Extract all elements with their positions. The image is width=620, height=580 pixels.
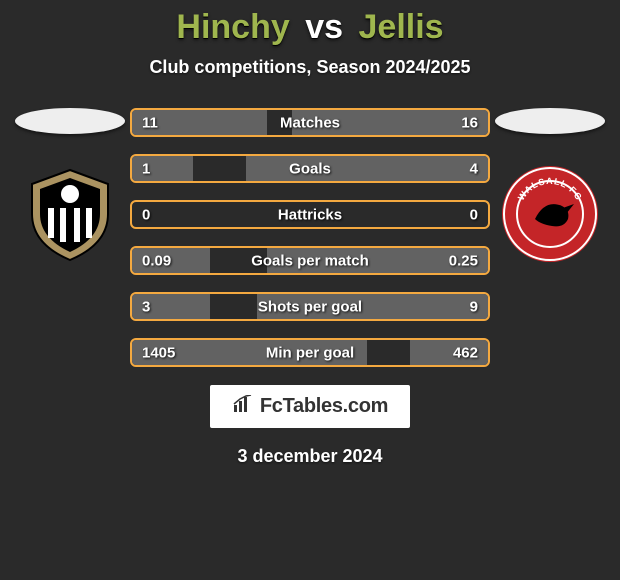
stat-value-right: 0.25 (449, 252, 478, 269)
stat-value-right: 16 (461, 114, 478, 131)
brand-footer: FcTables.com (210, 385, 410, 428)
player1-flag-oval (15, 108, 125, 134)
stat-value-left: 3 (142, 298, 150, 315)
player1-name: Hinchy (176, 8, 289, 46)
stat-row-matches: 11 16 Matches (130, 108, 490, 137)
stat-row-shots-per-goal: 3 9 Shots per goal (130, 292, 490, 321)
left-side (10, 108, 130, 264)
stat-label: Matches (280, 114, 340, 131)
stat-row-goals: 1 4 Goals (130, 154, 490, 183)
stat-row-goals-per-match: 0.09 0.25 Goals per match (130, 246, 490, 275)
stat-label: Goals (289, 160, 331, 177)
right-side: WALSALL FC (490, 108, 610, 264)
stat-value-left: 0.09 (142, 252, 171, 269)
player2-name: Jellis (359, 8, 444, 46)
stat-row-min-per-goal: 1405 462 Min per goal (130, 338, 490, 367)
stat-value-right: 4 (470, 160, 478, 177)
comparison-title: Hinchy vs Jellis (176, 8, 443, 47)
brand-text: FcTables.com (260, 395, 388, 418)
chart-icon (232, 395, 254, 418)
player2-club-badge: WALSALL FC (500, 164, 600, 264)
stat-fill-right (246, 156, 488, 181)
stat-value-right: 0 (470, 206, 478, 223)
stat-bars: 11 16 Matches 1 4 Goals 0 0 Hattricks 0.09 0.25 Goa… (130, 108, 490, 367)
stat-value-left: 0 (142, 206, 150, 223)
stat-label: Shots per goal (258, 298, 362, 315)
comparison-row: 11 16 Matches 1 4 Goals 0 0 Hattricks 0.09 0.25 Goa… (0, 108, 620, 367)
stat-value-right: 462 (453, 344, 478, 361)
subtitle: Club competitions, Season 2024/2025 (149, 57, 470, 78)
date-text: 3 december 2024 (237, 446, 382, 467)
stat-row-hattricks: 0 0 Hattricks (130, 200, 490, 229)
player1-club-badge (20, 164, 120, 264)
stat-label: Min per goal (266, 344, 354, 361)
stat-value-left: 1 (142, 160, 150, 177)
player2-flag-oval (495, 108, 605, 134)
stat-value-right: 9 (470, 298, 478, 315)
stat-value-left: 1405 (142, 344, 175, 361)
vs-text: vs (305, 8, 343, 46)
stat-label: Goals per match (251, 252, 369, 269)
stat-label: Hattricks (278, 206, 342, 223)
stat-value-left: 11 (142, 114, 158, 131)
